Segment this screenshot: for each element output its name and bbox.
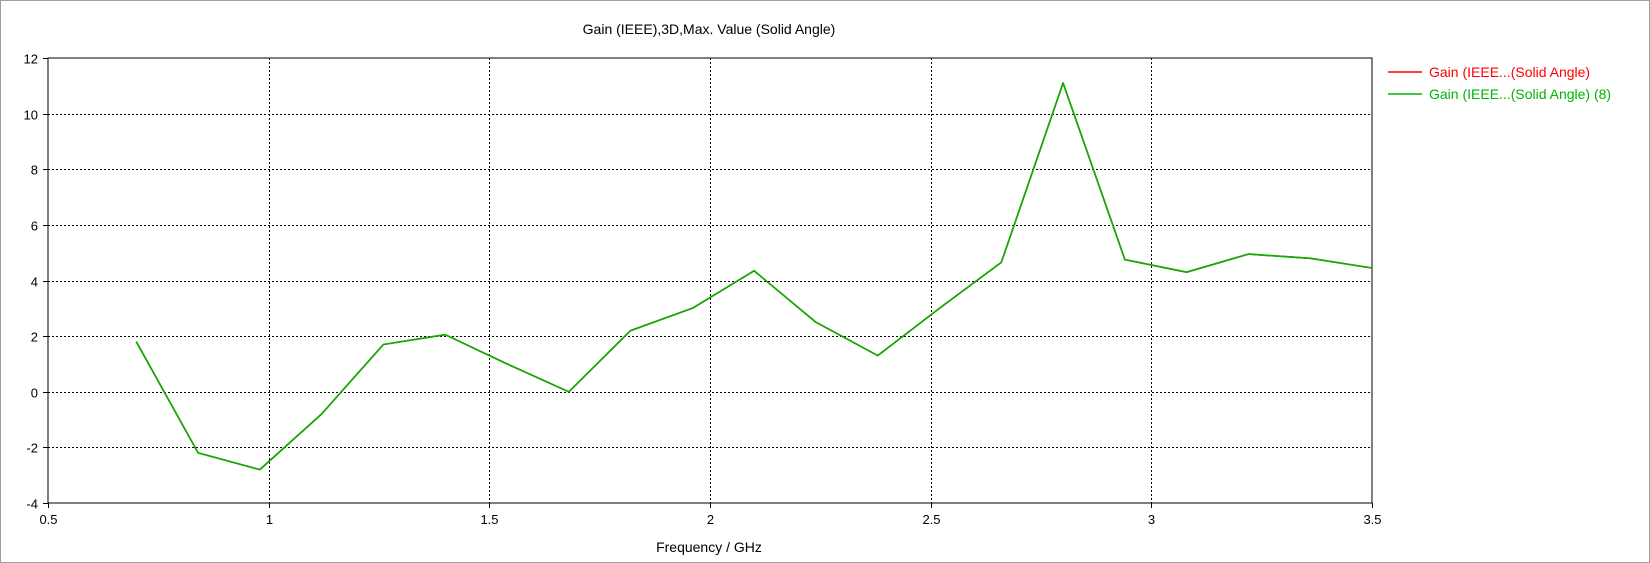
legend-item-2[interactable]: Gain (IEEE...(Solid Angle) (8)	[1388, 86, 1611, 102]
grid	[48, 58, 1372, 503]
x-tick-label: 3.5	[1363, 512, 1381, 527]
chart-title: Gain (IEEE),3D,Max. Value (Solid Angle)	[583, 21, 836, 37]
series-line-1[interactable]	[135, 82, 1373, 471]
legend-label: Gain (IEEE...(Solid Angle)	[1429, 64, 1590, 80]
legend[interactable]: Gain (IEEE...(Solid Angle) Gain (IEEE...(…	[1388, 64, 1611, 102]
x-tick-label: 2	[707, 512, 714, 527]
x-tick-label: 3	[1148, 512, 1155, 527]
x-axis-label: Frequency / GHz	[656, 539, 762, 555]
y-tick-label: 10	[24, 108, 38, 123]
x-tick-label: 0.5	[39, 512, 57, 527]
x-axis: 0.5 1 1.5 2 2.5 3 3.5	[39, 503, 1382, 527]
y-tick-label: 0	[31, 386, 38, 401]
y-tick-label: -4	[26, 497, 38, 512]
y-tick-label: 4	[31, 275, 38, 290]
y-tick-label: 12	[24, 52, 38, 67]
legend-item-1[interactable]: Gain (IEEE...(Solid Angle)	[1388, 64, 1590, 80]
y-tick-label: 6	[31, 219, 38, 234]
legend-label: Gain (IEEE...(Solid Angle) (8)	[1429, 86, 1611, 102]
y-tick-label: -2	[26, 441, 38, 456]
x-tick-label: 1	[266, 512, 273, 527]
y-tick-label: 8	[31, 163, 38, 178]
series-line-2[interactable]	[135, 82, 1373, 471]
y-tick-label: 2	[31, 330, 38, 345]
x-tick-label: 2.5	[922, 512, 940, 527]
series-layer	[135, 82, 1373, 471]
y-axis: -4 -2 0 2 4 6 8 10 12	[24, 52, 48, 512]
plot-area	[47, 57, 1373, 504]
x-tick-label: 1.5	[480, 512, 498, 527]
